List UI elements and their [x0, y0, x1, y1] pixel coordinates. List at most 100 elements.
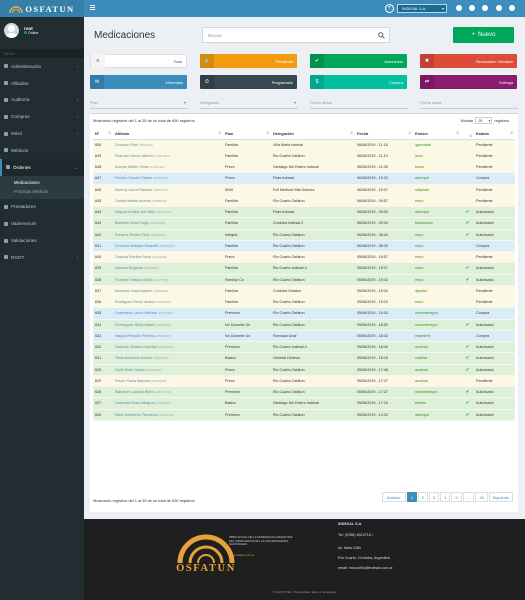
- status-box-compra[interactable]: $ Compra: [310, 75, 407, 89]
- table-row[interactable]: 647 Pineda Claudio Rafael(20318198) Prevo F…: [93, 172, 515, 185]
- order-number: 630: [93, 364, 113, 376]
- page-button[interactable]: 1: [406, 492, 417, 502]
- afiliado-name: Pavon Paula Marcela: [115, 378, 151, 383]
- table-row[interactable]: 634 Dominguez Silvia Mabel(16050059) No Do…: [93, 319, 515, 331]
- table-row[interactable]: 629 Pavon Paula Marcela(22893689) Prevo Rio…: [93, 375, 515, 388]
- sidebar-item-label: Validaciones: [11, 238, 37, 244]
- status-box-programado[interactable]: ⏱ Programado: [200, 75, 297, 89]
- sidebar-subitem-practicas-medicas[interactable]: Prácticas Médicas: [14, 189, 48, 195]
- table-row[interactable]: 638 Romero Fabiana Edith(22127334) Familia…: [93, 274, 515, 286]
- column-header[interactable]: Estado: [474, 129, 515, 140]
- page-button[interactable]: 4: [440, 492, 451, 502]
- status-box-todo[interactable]: ≡ Todo: [90, 54, 187, 68]
- table-row[interactable]: 635 Carpintero Lobos Martina(46707494) Pre…: [93, 307, 515, 320]
- column-header[interactable]: Emisor: [413, 129, 461, 140]
- prev-page-button[interactable]: Anterior: [381, 492, 406, 502]
- search-input[interactable]: Buscar: [202, 27, 390, 43]
- footer-email[interactable]: email: rmocoello@indesal.com.ar: [338, 566, 393, 570]
- column-header[interactable]: [461, 129, 474, 140]
- sidebar-item-medicos[interactable]: Médicos: [0, 142, 84, 159]
- footer-url[interactable]: www.osfatun.com.ar: [229, 553, 255, 557]
- status-box-pendiente[interactable]: ⏳ Pendiente: [200, 54, 297, 68]
- sidebar-item-compras[interactable]: Compras ‹: [0, 108, 84, 125]
- sidebar-item-validaciones[interactable]: Validaciones: [0, 232, 84, 249]
- page-title: Medicaciones: [94, 30, 156, 41]
- sidebar-item-root[interactable]: ROOT ‹: [0, 249, 84, 266]
- per-page-select[interactable]: 25: [475, 117, 493, 124]
- status-box-rechazado[interactable]: ✖ Rechazado / Anulado: [420, 54, 517, 68]
- sidebar-item-prestadores[interactable]: Prestadores: [0, 199, 84, 216]
- table-row[interactable]: 636 Rodriguez Paola Vanina(29452700) Famil…: [93, 296, 515, 309]
- column-header[interactable]: Plan: [223, 129, 271, 140]
- page-button[interactable]: …: [462, 492, 475, 502]
- table-row[interactable]: 632 Gallardo Jessica Soledad(33439312) Pre…: [93, 341, 515, 354]
- column-header[interactable]: Fecha: [355, 129, 413, 140]
- afiliado-cell: Testa Armando Andres(06125001): [113, 352, 223, 365]
- emisor-cell: mmontenegro: [413, 307, 461, 320]
- page-button[interactable]: 5: [451, 492, 462, 502]
- column-header[interactable]: Nº: [93, 129, 113, 140]
- plan-cell: Premium: [223, 386, 271, 399]
- user-icon[interactable]: [482, 5, 488, 11]
- table-row[interactable]: 633 Vargas Recaldo Fidelina(18669847) No D…: [93, 330, 515, 343]
- fecha-desde-input[interactable]: Fecha desde: [310, 97, 408, 109]
- settings-icon[interactable]: [456, 5, 462, 11]
- table-row[interactable]: 631 Testa Armando Andres(06125001) Basico G…: [93, 352, 515, 365]
- table-row[interactable]: 627 Ledesma Brisa Milagros(46548693) Basic…: [93, 397, 515, 410]
- column-header[interactable]: Afiliado: [113, 129, 223, 140]
- menu-toggle-icon[interactable]: [90, 5, 95, 12]
- status-box-entrega[interactable]: ⇄ Entrega: [420, 75, 517, 89]
- table-row[interactable]: 646 Monroy Laura Fabiana(24897273) 5000 Ful…: [93, 184, 515, 196]
- page-button[interactable]: 2: [417, 492, 429, 502]
- sidebar-item-afiliados[interactable]: Afiliados: [0, 75, 84, 92]
- plan-cell: 5000: [223, 184, 271, 196]
- fecha-hasta-input[interactable]: Fecha hasta: [420, 97, 518, 109]
- table-row[interactable]: 650 Ocampo Fidel(5768220) Familiar Villa Ma…: [93, 139, 515, 151]
- table-row[interactable]: 643 Bisesich Victor Hugo(13863932) Familia…: [93, 217, 515, 230]
- sidebar-subitem-medicaciones[interactable]: Medicaciones: [14, 179, 40, 185]
- table-row[interactable]: 628 Balhauer Luciana Belen(33616779) Premi…: [93, 386, 515, 399]
- sidebar-item-vademecum[interactable]: Vademecum: [0, 215, 84, 232]
- power-icon[interactable]: [509, 5, 515, 11]
- column-header[interactable]: Delegación: [271, 129, 355, 140]
- table-row[interactable]: 639 Navarro Brigenia(04338829) Familiar Rio…: [93, 262, 515, 275]
- table-row[interactable]: 641 Denchuo Natalia Elisabeth(30865029) Fa…: [93, 240, 515, 253]
- order-number: 641: [93, 240, 113, 253]
- table-row[interactable]: 637 Mussano Isaria Ayelen(36484988) Famili…: [93, 285, 515, 298]
- sidebar-item-movil[interactable]: Móvil ‹: [0, 125, 84, 142]
- table-row[interactable]: 630 Gallo Ester Noemi(05918235) Prevo Rio C…: [93, 364, 515, 376]
- table-row[interactable]: 648 Aceijas Walter Omar(21037454) Prevo San…: [93, 161, 515, 174]
- status-box-informado[interactable]: ✉ Informado: [90, 75, 187, 89]
- estado-cell: Autorizado: [474, 341, 515, 354]
- status-box-autorizado[interactable]: ✔ Autorizado: [310, 54, 407, 68]
- plan-cell: Integral: [223, 229, 271, 241]
- footer-caption: OBRA SOCIAL DE LA FEDERACIÓN ARGENTINA D…: [229, 535, 293, 547]
- plan-select[interactable]: Plan: [90, 97, 188, 109]
- add-circle-icon[interactable]: +: [385, 4, 394, 13]
- table-row[interactable]: 642 Ponsere Ruben Felix(10890953) Integral…: [93, 229, 515, 241]
- company-select[interactable]: INDESAL S.A.: [397, 4, 447, 13]
- bell-icon[interactable]: [469, 5, 475, 11]
- search-button[interactable]: [374, 28, 389, 42]
- fecha-cell: 05/06/2019 - 19:34: [355, 285, 413, 298]
- afiliado-cell: Pineda Claudio Rafael(20318198): [113, 172, 223, 185]
- page-button[interactable]: 3: [429, 492, 440, 502]
- afiliado-doc: (33439312): [157, 345, 174, 350]
- afiliado-doc: (31037356): [154, 153, 170, 158]
- close-icon: ✖: [420, 54, 434, 68]
- sidebar-item-auditoria[interactable]: Auditoría ‹: [0, 92, 84, 109]
- brand-logo[interactable]: OSFATUN: [0, 0, 84, 17]
- gear-icon[interactable]: [496, 5, 502, 11]
- sidebar-item-ordenes[interactable]: Órdenes ⌄: [0, 158, 84, 176]
- table-row[interactable]: 645 Gonda Matias Andrés(33886579) Familiar…: [93, 195, 515, 208]
- table-row[interactable]: 649 Reynoso Mauro Alberto(31037356) Famili…: [93, 150, 515, 163]
- table-row[interactable]: 644 Segura Undina Del Valle(26131787) Fami…: [93, 206, 515, 219]
- delegacion-select[interactable]: Delegación: [200, 97, 298, 109]
- next-page-button[interactable]: Siguiente: [488, 492, 513, 502]
- sidebar-item-administracion[interactable]: Administración ‹: [0, 58, 84, 75]
- afiliado-name: Reynoso Mauro Alberto: [115, 153, 154, 158]
- table-row[interactable]: 626 Nieto Humberto Fernando(20982726) Prem…: [93, 409, 515, 421]
- table-row[interactable]: 640 Orazola Patricia Rosa(14033929) Prevo R…: [93, 251, 515, 264]
- page-button[interactable]: 26: [475, 492, 488, 502]
- new-button[interactable]: + Nuevo: [453, 27, 514, 43]
